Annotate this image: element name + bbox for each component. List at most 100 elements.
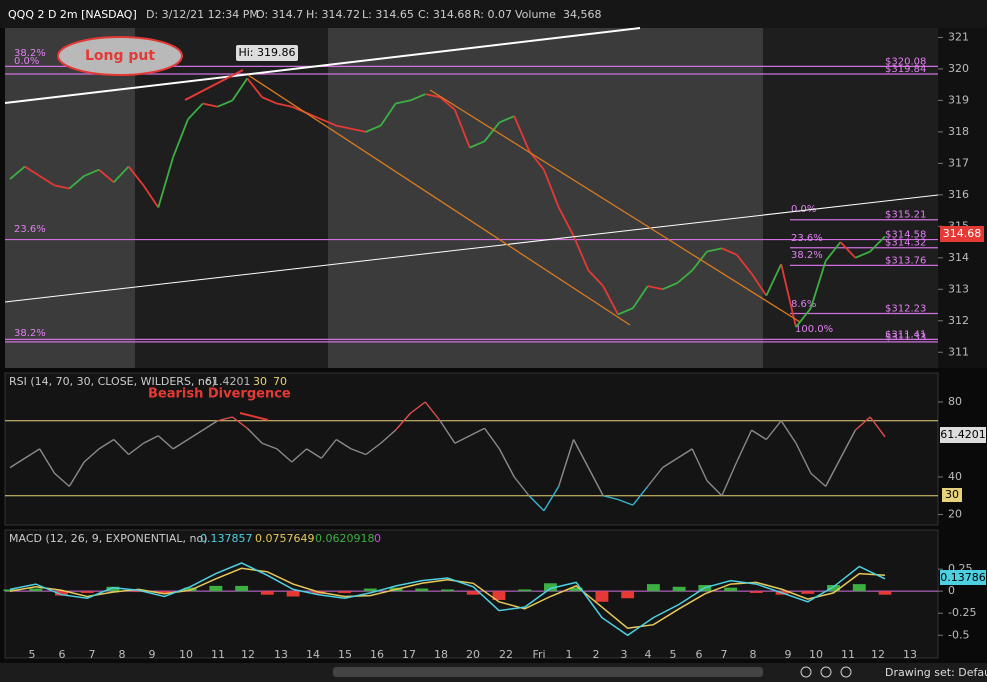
scrollbar[interactable] <box>333 667 763 677</box>
x-tick-label: 13 <box>903 648 917 661</box>
study-name: MACD (12, 26, 9, EXPONENTIAL, no) <box>9 532 208 545</box>
rsi-segment <box>187 429 204 441</box>
trendline <box>4 194 939 303</box>
fib-label: 100.0% <box>795 324 833 335</box>
tooltip-text: Hi: 319.86 <box>238 46 295 59</box>
y-tick-label: 321 <box>948 30 969 43</box>
level-label: $311.41 <box>885 329 926 340</box>
channel-line <box>429 89 801 323</box>
rsi-segment <box>869 416 886 438</box>
annotation: Bearish Divergence <box>148 387 291 402</box>
rsi-segment <box>498 448 515 478</box>
low: L: 314.65 <box>362 8 414 21</box>
x-tick-label: 3 <box>621 648 628 661</box>
y-tick-label: 316 <box>948 188 969 201</box>
y-tick-label: 0 <box>948 584 955 597</box>
zoom-in-button[interactable] <box>820 666 832 678</box>
rsi-segment <box>24 448 41 459</box>
rsi-segment <box>202 420 219 431</box>
x-tick-label: 10 <box>179 648 193 661</box>
price-segment <box>350 127 367 133</box>
pan-button[interactable] <box>800 666 812 678</box>
histogram-bar <box>621 591 635 599</box>
y-tick-label: -0.25 <box>948 606 976 619</box>
price-segment <box>721 247 738 256</box>
tooltip <box>236 45 298 61</box>
open: O: 314.7 <box>256 8 303 21</box>
rsi-segment <box>143 435 159 444</box>
histogram-bar <box>106 586 120 592</box>
price-segment <box>39 175 55 187</box>
value-box-text: 0.13786 <box>940 571 986 584</box>
x-tick-label: 20 <box>466 648 480 661</box>
price-segment <box>454 109 471 148</box>
level: 70 <box>273 375 287 388</box>
study-name: RSI (14, 70, 30, CLOSE, WILDERS, no) <box>9 375 216 388</box>
drawing-set[interactable]: Drawing set: Defaul <box>885 666 987 679</box>
price-segment <box>469 140 485 149</box>
callout <box>57 36 183 76</box>
x-tick-label: 17 <box>402 648 416 661</box>
range: R: 0.07 <box>473 8 512 21</box>
price-segment <box>795 307 812 328</box>
price-segment <box>483 121 501 142</box>
x-tick-label: 13 <box>274 648 288 661</box>
price-segment <box>662 282 678 291</box>
rsi-segment <box>765 420 782 440</box>
price-segment <box>172 118 189 158</box>
rsi-segment <box>320 439 337 459</box>
histogram-bar <box>441 589 454 592</box>
histogram-bar <box>827 585 840 592</box>
rsi-segment <box>780 420 797 444</box>
level-label: $313.76 <box>885 255 926 266</box>
histogram-bar <box>801 591 815 594</box>
histogram-bar <box>80 591 94 593</box>
price-segment <box>231 77 249 101</box>
level-label: $314.58 <box>885 230 926 241</box>
arrow <box>239 412 269 421</box>
price-segment <box>572 235 590 271</box>
histogram-bar <box>569 587 583 592</box>
fib-label: 38.2% <box>791 250 823 261</box>
price-segment <box>276 102 292 108</box>
x-tick-label: 18 <box>434 648 448 661</box>
price-segment <box>68 175 85 190</box>
price-axis <box>938 28 987 368</box>
price-segment <box>854 250 871 259</box>
x-tick-label: 16 <box>370 648 384 661</box>
price-segment <box>321 118 337 127</box>
rsi-segment <box>410 401 426 414</box>
price-segment <box>336 124 352 130</box>
rsi-segment <box>335 438 352 450</box>
x-tick-label: 12 <box>871 648 885 661</box>
histogram-bar <box>749 591 763 593</box>
x-tick-label: 12 <box>241 648 255 661</box>
price-segment <box>395 99 411 105</box>
histogram-bar <box>260 591 274 595</box>
price-segment <box>676 269 693 284</box>
level-label: $312.23 <box>885 304 926 315</box>
x-tick-label: 7 <box>89 648 96 661</box>
fib-label: 0.0% <box>791 204 816 215</box>
rsi-segment <box>83 448 100 463</box>
x-tick-label: 8 <box>119 648 126 661</box>
channel-line <box>247 74 631 326</box>
y-tick-label: 320 <box>948 62 969 75</box>
price-segment <box>261 96 278 105</box>
x-tick-label: 11 <box>211 648 225 661</box>
date: D: 3/12/21 12:34 PM <box>146 8 259 21</box>
rsi-segment <box>572 439 590 468</box>
price-segment <box>365 124 382 133</box>
rsi-segment <box>68 461 85 487</box>
price-segment <box>98 168 115 183</box>
fib-label: 23.6% <box>791 233 823 244</box>
rsi-segment <box>424 401 441 422</box>
x-tick-label: 6 <box>59 648 66 661</box>
y-tick-label: 312 <box>948 314 969 327</box>
y-tick-label: 80 <box>948 395 962 408</box>
y-tick-label: 313 <box>948 282 969 295</box>
zoom-out-button[interactable] <box>840 666 852 678</box>
x-tick-label: 2 <box>593 648 600 661</box>
histogram-bar <box>878 591 892 595</box>
